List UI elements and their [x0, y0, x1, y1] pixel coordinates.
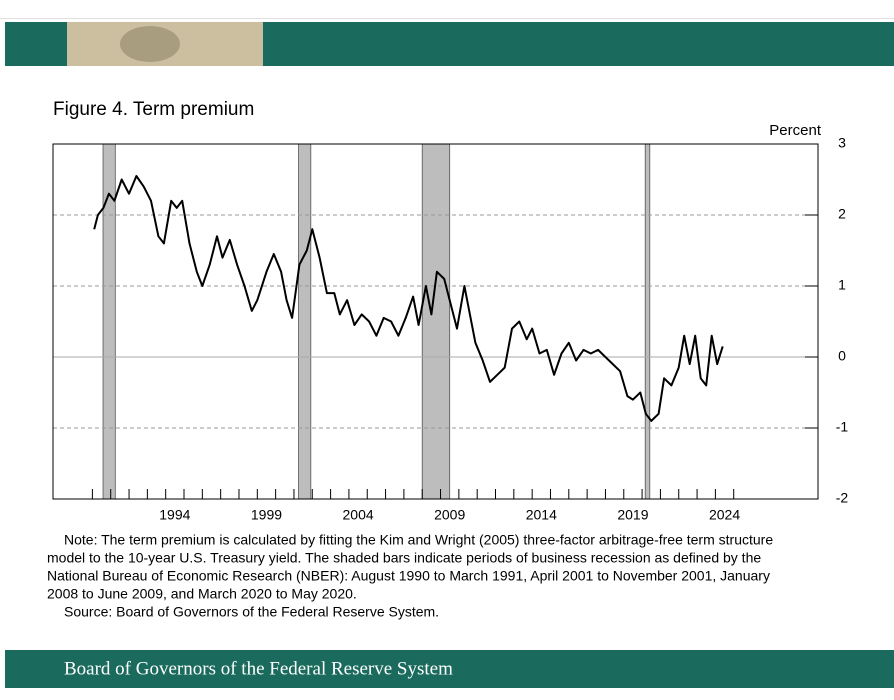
- x-tick-label: 1999: [251, 507, 282, 523]
- source: Source: Board of Governors of the Federa…: [64, 604, 439, 620]
- note: Note: The term premium is calculated by …: [47, 532, 773, 620]
- y-tick-label: -1: [836, 419, 849, 435]
- y-tick-label: 2: [838, 206, 846, 222]
- note-line: Note: The term premium is calculated by …: [64, 532, 773, 548]
- plot: -2 -1 0 1 2 3 1994 1999 2004 2009 2014 2019 2024: [52, 135, 849, 523]
- data-line: [93, 175, 724, 422]
- y-tick-label: -2: [836, 490, 849, 506]
- x-tick-label: 2004: [343, 507, 374, 523]
- recession-bar: [644, 143, 651, 500]
- recession-bar: [298, 143, 312, 500]
- x-tick-label: 1994: [159, 507, 190, 523]
- note-line: National Bureau of Economic Research (NB…: [47, 568, 770, 584]
- seal-eagle: [120, 26, 180, 62]
- y-axis-label: Percent: [769, 122, 822, 139]
- y-tick-label: 0: [838, 348, 846, 364]
- x-tick-label: 2014: [526, 507, 557, 523]
- x-tick-label: 2019: [617, 507, 648, 523]
- recession-bar: [421, 143, 451, 500]
- chart-title: Figure 4. Term premium: [53, 99, 254, 120]
- x-tick-label: 2009: [434, 507, 465, 523]
- y-tick-label: 1: [838, 277, 846, 293]
- footer-bar: [5, 650, 894, 688]
- recession-bar: [102, 143, 116, 500]
- plot-frame: [52, 143, 819, 500]
- note-line: model to the 10-year U.S. Treasury yield…: [47, 550, 761, 566]
- y-tick-label: 3: [838, 135, 846, 151]
- footer-text: Board of Governors of the Federal Reserv…: [64, 658, 453, 679]
- x-tick-label: 2024: [709, 507, 740, 523]
- note-line: 2008 to June 2009, and March 2020 to May…: [47, 586, 357, 602]
